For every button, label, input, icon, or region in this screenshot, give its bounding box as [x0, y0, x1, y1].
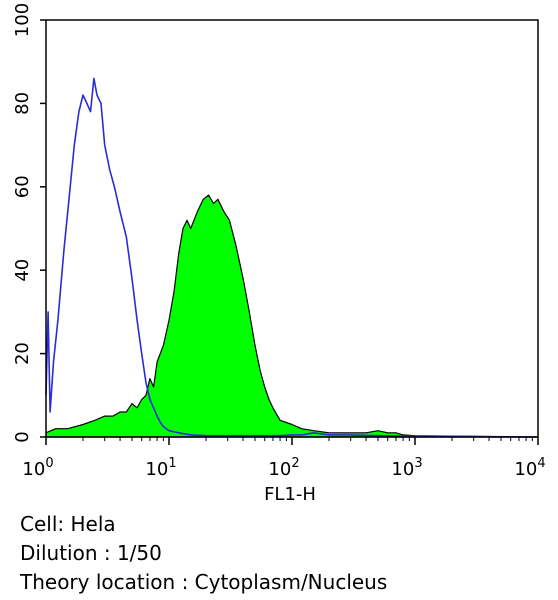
x-tick-exponent: 0: [45, 456, 53, 471]
control-histogram-outline: [45, 77, 539, 438]
sample-notes: Cell: Hela Dilution : 1/50 Theory locati…: [20, 510, 387, 597]
x-tick-label: 101: [145, 456, 176, 480]
x-tick-exponent: 3: [414, 456, 422, 471]
x-tick-label: 100: [22, 456, 53, 480]
y-tick-label: 20: [12, 342, 33, 365]
x-tick-label: 104: [514, 456, 545, 480]
dilution-note: Dilution : 1/50: [20, 541, 162, 565]
x-tick-exponent: 4: [537, 456, 545, 471]
y-tick-label: 60: [12, 175, 33, 198]
y-tick-label: 40: [12, 259, 33, 282]
x-tick-exponent: 2: [291, 456, 299, 471]
y-tick-label: 100: [12, 3, 33, 37]
x-tick-label: 102: [268, 456, 299, 480]
x-axis-label: FL1-H: [264, 484, 316, 505]
cell-note: Cell: Hela: [20, 512, 116, 536]
stained-sample-histogram: [45, 194, 539, 438]
x-tick-label: 103: [391, 456, 422, 480]
plot-frame: [45, 19, 539, 438]
y-tick-label: 80: [12, 92, 33, 115]
y-tick-label: 0: [12, 431, 33, 442]
location-note: Theory location : Cytoplasm/Nucleus: [20, 570, 388, 594]
x-tick-exponent: 1: [168, 456, 176, 471]
plot-area: [45, 77, 539, 438]
